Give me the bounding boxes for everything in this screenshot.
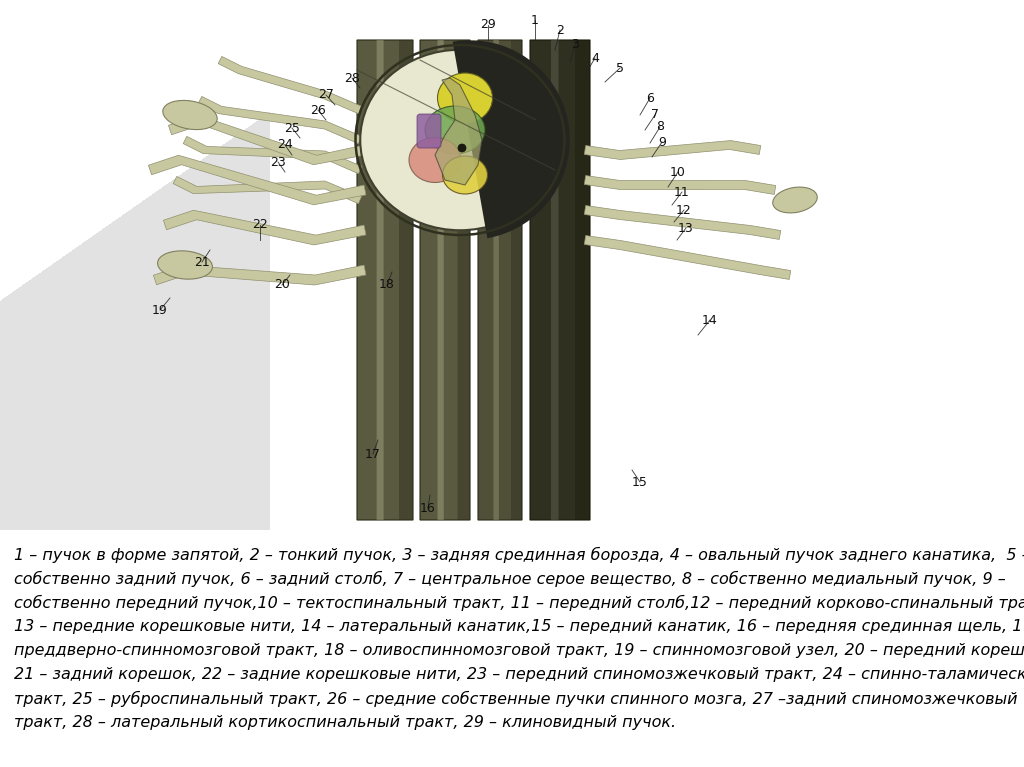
Text: 20: 20	[274, 278, 290, 291]
FancyBboxPatch shape	[420, 40, 470, 520]
Ellipse shape	[409, 137, 461, 183]
Text: 10: 10	[670, 166, 686, 179]
Polygon shape	[585, 176, 776, 195]
Text: 6: 6	[646, 91, 654, 104]
Text: 1 – пучок в форме запятой, 2 – тонкий пучок, 3 – задняя срединная борозда, 4 – о: 1 – пучок в форме запятой, 2 – тонкий пу…	[14, 547, 1024, 563]
Text: 5: 5	[616, 61, 624, 74]
FancyBboxPatch shape	[551, 40, 558, 520]
Ellipse shape	[425, 106, 485, 154]
Polygon shape	[585, 206, 780, 239]
Text: 4: 4	[591, 51, 599, 64]
Text: 26: 26	[310, 104, 326, 117]
FancyBboxPatch shape	[478, 40, 522, 520]
FancyBboxPatch shape	[377, 40, 384, 520]
Text: 21 – задний корешок, 22 – задние корешковые нити, 23 – передний спиномозжечковый: 21 – задний корешок, 22 – задние корешко…	[14, 667, 1024, 682]
FancyBboxPatch shape	[458, 40, 470, 520]
Text: 23: 23	[270, 156, 286, 169]
Text: 3: 3	[571, 38, 579, 51]
Text: 28: 28	[344, 71, 360, 84]
Text: 14: 14	[702, 314, 718, 327]
Text: 8: 8	[656, 120, 664, 133]
Text: 17: 17	[366, 447, 381, 460]
Text: 27: 27	[318, 88, 334, 101]
Text: собственно передний пучок,10 – тектоспинальный тракт, 11 – передний столб,12 – п: собственно передний пучок,10 – тектоспин…	[14, 595, 1024, 611]
Text: 25: 25	[284, 121, 300, 134]
Ellipse shape	[163, 100, 217, 130]
Polygon shape	[154, 265, 366, 285]
FancyBboxPatch shape	[511, 40, 522, 520]
Text: 11: 11	[674, 186, 690, 199]
Polygon shape	[148, 155, 366, 205]
Ellipse shape	[360, 50, 560, 230]
Text: 29: 29	[480, 18, 496, 31]
FancyBboxPatch shape	[417, 114, 441, 148]
Text: 13 – передние корешковые нити, 14 – латеральный канатик,15 – передний канатик, 1: 13 – передние корешковые нити, 14 – лате…	[14, 619, 1024, 634]
Text: преддверно-спинномозговой тракт, 18 – оливоспинномозговой тракт, 19 – спинномозг: преддверно-спинномозговой тракт, 18 – ол…	[14, 643, 1024, 658]
Text: 12: 12	[676, 203, 692, 216]
Text: 18: 18	[379, 278, 395, 291]
Text: тракт, 28 – латеральный кортикоспинальный тракт, 29 – клиновидный пучок.: тракт, 28 – латеральный кортикоспинальны…	[14, 715, 676, 730]
Polygon shape	[218, 57, 361, 114]
Ellipse shape	[437, 73, 493, 123]
Polygon shape	[183, 137, 361, 173]
Text: 7: 7	[651, 108, 659, 121]
FancyBboxPatch shape	[399, 40, 413, 520]
Text: тракт, 25 – руброспинальный тракт, 26 – средние собственные пучки спинного мозга: тракт, 25 – руброспинальный тракт, 26 – …	[14, 691, 1018, 707]
Polygon shape	[435, 78, 482, 185]
Polygon shape	[168, 115, 366, 165]
Text: 1: 1	[531, 14, 539, 27]
FancyBboxPatch shape	[530, 40, 590, 520]
Text: 15: 15	[632, 476, 648, 489]
Text: 21: 21	[195, 255, 210, 268]
Polygon shape	[585, 140, 761, 160]
Polygon shape	[173, 176, 361, 204]
Text: 19: 19	[153, 304, 168, 317]
Text: 16: 16	[420, 502, 436, 515]
Ellipse shape	[442, 156, 487, 194]
FancyBboxPatch shape	[494, 40, 499, 520]
Text: 13: 13	[678, 222, 694, 235]
Polygon shape	[164, 210, 366, 245]
FancyBboxPatch shape	[575, 40, 590, 520]
Text: 24: 24	[278, 139, 293, 152]
Text: собственно задний пучок, 6 – задний столб, 7 – центральное серое вещество, 8 – с: собственно задний пучок, 6 – задний стол…	[14, 571, 1006, 588]
Ellipse shape	[158, 251, 212, 279]
FancyBboxPatch shape	[357, 40, 413, 520]
Circle shape	[458, 144, 466, 152]
Text: 22: 22	[252, 219, 268, 232]
Ellipse shape	[773, 187, 817, 213]
Wedge shape	[453, 40, 569, 239]
Text: 2: 2	[556, 24, 564, 37]
Text: 9: 9	[658, 136, 666, 149]
Polygon shape	[199, 97, 361, 143]
Polygon shape	[585, 235, 791, 279]
FancyBboxPatch shape	[437, 40, 443, 520]
